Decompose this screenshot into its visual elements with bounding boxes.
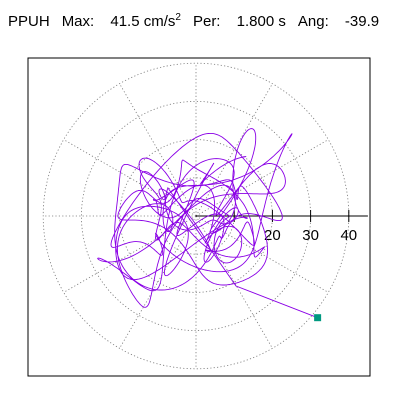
max-value: 41.5 cm/s2: [110, 12, 181, 30]
orbit-trace: [97, 128, 318, 319]
tick-label-30: 30: [302, 227, 319, 244]
max-unit-exponent: 2: [175, 12, 181, 23]
grid-spoke-150: [63, 139, 197, 217]
per-label: Per:: [192, 13, 221, 30]
orbit-series: [97, 128, 322, 322]
grid-spoke-300: [195, 215, 273, 349]
ang-label: Ang:: [297, 13, 329, 30]
max-value-text: 41.5 cm/s: [110, 13, 176, 30]
tick-label-40: 40: [340, 227, 357, 244]
grid-spoke-210: [63, 215, 197, 293]
max-label: Max:: [61, 13, 95, 30]
tick-label-20: 20: [264, 227, 281, 244]
ang-value: -39.9: [344, 13, 380, 30]
station-code: PPUH: [8, 13, 50, 30]
plot-frame: [27, 57, 371, 377]
max-point-marker: [314, 314, 322, 322]
chart-title: PPUH Max: 41.5 cm/s2 Per: 1.800 s Ang: -39.…: [8, 12, 379, 30]
per-value: 1.800 s: [236, 13, 286, 30]
